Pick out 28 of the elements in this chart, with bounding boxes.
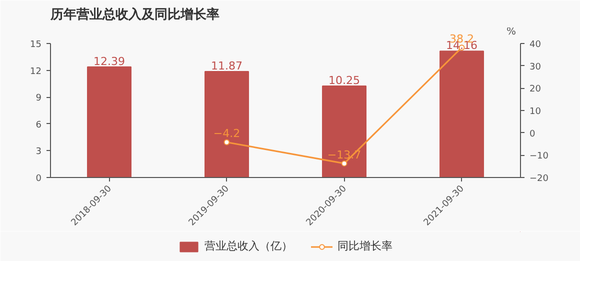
bar	[204, 71, 249, 178]
y-tick-label: 9	[36, 94, 42, 104]
y-tick-label: 12	[30, 66, 42, 77]
data-label: 12.39	[94, 54, 126, 68]
point	[341, 160, 348, 166]
data-label: 14.16	[446, 39, 478, 52]
y2-tick-label: 30	[530, 62, 542, 72]
data-label: 10.25	[328, 74, 360, 87]
point	[224, 139, 230, 146]
y2-axis-title: %	[506, 26, 516, 38]
y-tick-label: 15	[30, 40, 42, 50]
legend-label: 同比增长率	[338, 238, 392, 254]
y2-tick-label: 40	[530, 40, 542, 50]
y-tick-label: 3	[36, 147, 42, 158]
y2-tick-label: 10	[530, 107, 542, 118]
chart-title: 历年营业总收入及同比增长率	[50, 6, 220, 22]
bar	[322, 85, 366, 178]
data-label: 11.87	[211, 60, 243, 73]
y2-tick-label: −20	[530, 174, 549, 184]
legend-label: 营业总收入（亿）	[204, 238, 292, 254]
data-label: −4.2	[213, 127, 240, 140]
bar	[440, 50, 484, 178]
y2-tick-label: 20	[530, 84, 542, 95]
y-tick-label: 0	[36, 174, 42, 184]
y2-tick-label: −10	[530, 152, 549, 162]
y2-tick-label: 0	[530, 129, 536, 140]
y-tick-label: 6	[36, 120, 42, 130]
bar	[87, 66, 132, 178]
